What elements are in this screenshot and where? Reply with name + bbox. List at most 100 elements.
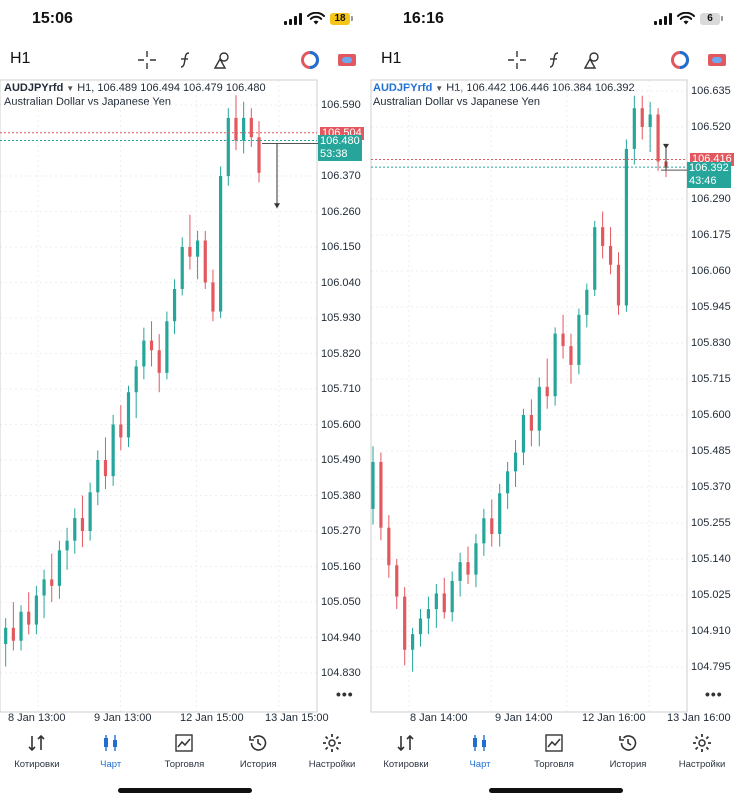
nav-item-chart[interactable]: Чарт	[74, 730, 148, 775]
candle-body	[4, 627, 8, 644]
ask-price-badge: 106.480 53:38	[318, 135, 362, 161]
nav-label: Котировки	[14, 759, 60, 770]
candle-body	[537, 386, 541, 431]
home-indicator[interactable]	[118, 788, 252, 793]
price-tick: 104.910	[691, 625, 731, 637]
nav-item-trade[interactable]: Торговля	[517, 730, 591, 775]
price-tick: 105.830	[691, 337, 731, 349]
home-indicator[interactable]	[489, 788, 623, 793]
candle-body	[371, 461, 375, 509]
candle-body	[88, 492, 92, 531]
chart-toolbar: H1	[369, 42, 739, 78]
crosshair-icon[interactable]	[507, 50, 527, 70]
screenshot-left: 15:06 18 H1 AUDJPYrfd ▼ H1, 106.489 106.49…	[0, 0, 369, 800]
nav-item-history[interactable]: История	[591, 730, 665, 775]
more-options-icon[interactable]: •••	[705, 686, 723, 702]
candle-body	[418, 618, 423, 635]
candle-body	[242, 117, 246, 141]
trade-circle-icon[interactable]	[670, 50, 690, 70]
candle-body	[648, 114, 652, 127]
candle-body	[458, 562, 462, 581]
bottom-navigation: Котировки Чарт Торговля История Настройки	[0, 730, 369, 775]
nav-label: Чарт	[100, 759, 122, 770]
candle-body	[656, 114, 660, 162]
candle-body	[19, 611, 23, 641]
wifi-icon	[677, 12, 695, 25]
price-tick: 106.060	[691, 265, 731, 277]
candle-body	[395, 565, 399, 597]
objects-icon[interactable]	[212, 50, 232, 70]
nav-item-quotes[interactable]: Котировки	[0, 730, 74, 775]
battery-icon: 6	[700, 12, 723, 25]
candle-body	[442, 593, 446, 613]
nav-item-chart[interactable]: Чарт	[443, 730, 517, 775]
candle-body	[466, 562, 470, 575]
candle-body	[234, 117, 238, 141]
nav-item-trade[interactable]: Торговля	[148, 730, 222, 775]
candle-body	[379, 461, 383, 528]
plot-frame	[370, 79, 688, 713]
price-tick: 105.820	[321, 347, 361, 360]
price-chart[interactable]: AUDJPYrfd ▼ H1, 106.442 106.446 106.384 10…	[369, 79, 739, 713]
candle-body	[585, 289, 589, 315]
indicators-icon[interactable]	[175, 50, 195, 70]
candle-body	[506, 471, 510, 494]
price-tick: 105.930	[321, 312, 361, 324]
price-chart[interactable]: AUDJPYrfd ▼ H1, 106.489 106.494 106.479 10…	[0, 79, 369, 713]
objects-icon[interactable]	[582, 50, 602, 70]
price-tick: 105.380	[321, 489, 361, 502]
trade-icon	[545, 734, 563, 752]
time-tick: 12 Jan 15:00	[180, 712, 244, 724]
timeframe-button[interactable]: H1	[381, 50, 402, 67]
candle-body	[257, 137, 261, 173]
price-tick: 105.715	[691, 373, 731, 385]
chart-symbol[interactable]: AUDJPYrfd	[4, 82, 64, 94]
symbol-caret-icon: ▼	[435, 84, 444, 93]
price-tick: 106.150	[321, 241, 361, 253]
chart-icon	[473, 735, 486, 751]
price-tick: 106.635	[691, 85, 731, 97]
settings-icon	[323, 734, 342, 752]
nav-item-quotes[interactable]: Котировки	[369, 730, 443, 775]
candle-body	[410, 634, 415, 650]
more-options-icon[interactable]: •••	[336, 686, 354, 702]
candles-svg	[370, 79, 688, 713]
ask-price-badge: 106.392 43:46	[687, 162, 731, 188]
price-tick: 105.160	[321, 560, 361, 573]
nav-label: История	[239, 759, 277, 770]
candle-body	[103, 460, 108, 477]
time-tick: 9 Jan 14:00	[495, 712, 553, 724]
candle-body	[73, 518, 77, 541]
chart-description: Australian Dollar vs Japanese Yen	[373, 96, 540, 108]
candle-body	[165, 321, 169, 373]
time-tick: 9 Jan 13:00	[94, 712, 152, 724]
price-tick: 105.025	[691, 589, 731, 601]
chart-icon	[103, 735, 117, 751]
indicators-icon[interactable]	[544, 50, 564, 70]
account-icon[interactable]	[707, 50, 727, 70]
price-tick: 106.260	[321, 205, 361, 218]
candle-body	[474, 543, 478, 575]
wifi-icon	[307, 12, 325, 25]
nav-item-history[interactable]: История	[221, 730, 295, 775]
candle-body	[57, 550, 62, 586]
battery-level: 18	[330, 12, 350, 25]
crosshair-icon[interactable]	[137, 50, 157, 70]
price-tick: 104.795	[691, 661, 731, 673]
price-tick: 104.940	[321, 631, 361, 644]
nav-label: Торговля	[164, 759, 205, 770]
price-tick: 106.590	[321, 99, 361, 111]
price-tick: 105.710	[321, 383, 361, 395]
nav-item-settings[interactable]: Настройки	[665, 730, 739, 775]
settings-icon	[693, 734, 711, 752]
account-icon[interactable]	[337, 50, 357, 70]
nav-item-settings[interactable]: Настройки	[295, 730, 369, 775]
time-tick: 8 Jan 13:00	[8, 712, 66, 724]
status-bar: 16:16 6	[369, 0, 739, 40]
candle-body	[34, 595, 38, 625]
trade-icon	[175, 734, 194, 752]
trade-circle-icon[interactable]	[300, 50, 320, 70]
timeframe-button[interactable]: H1	[10, 50, 31, 67]
candle-body	[142, 340, 146, 367]
bottom-navigation: Котировки Чарт Торговля История Настройки	[369, 730, 739, 775]
